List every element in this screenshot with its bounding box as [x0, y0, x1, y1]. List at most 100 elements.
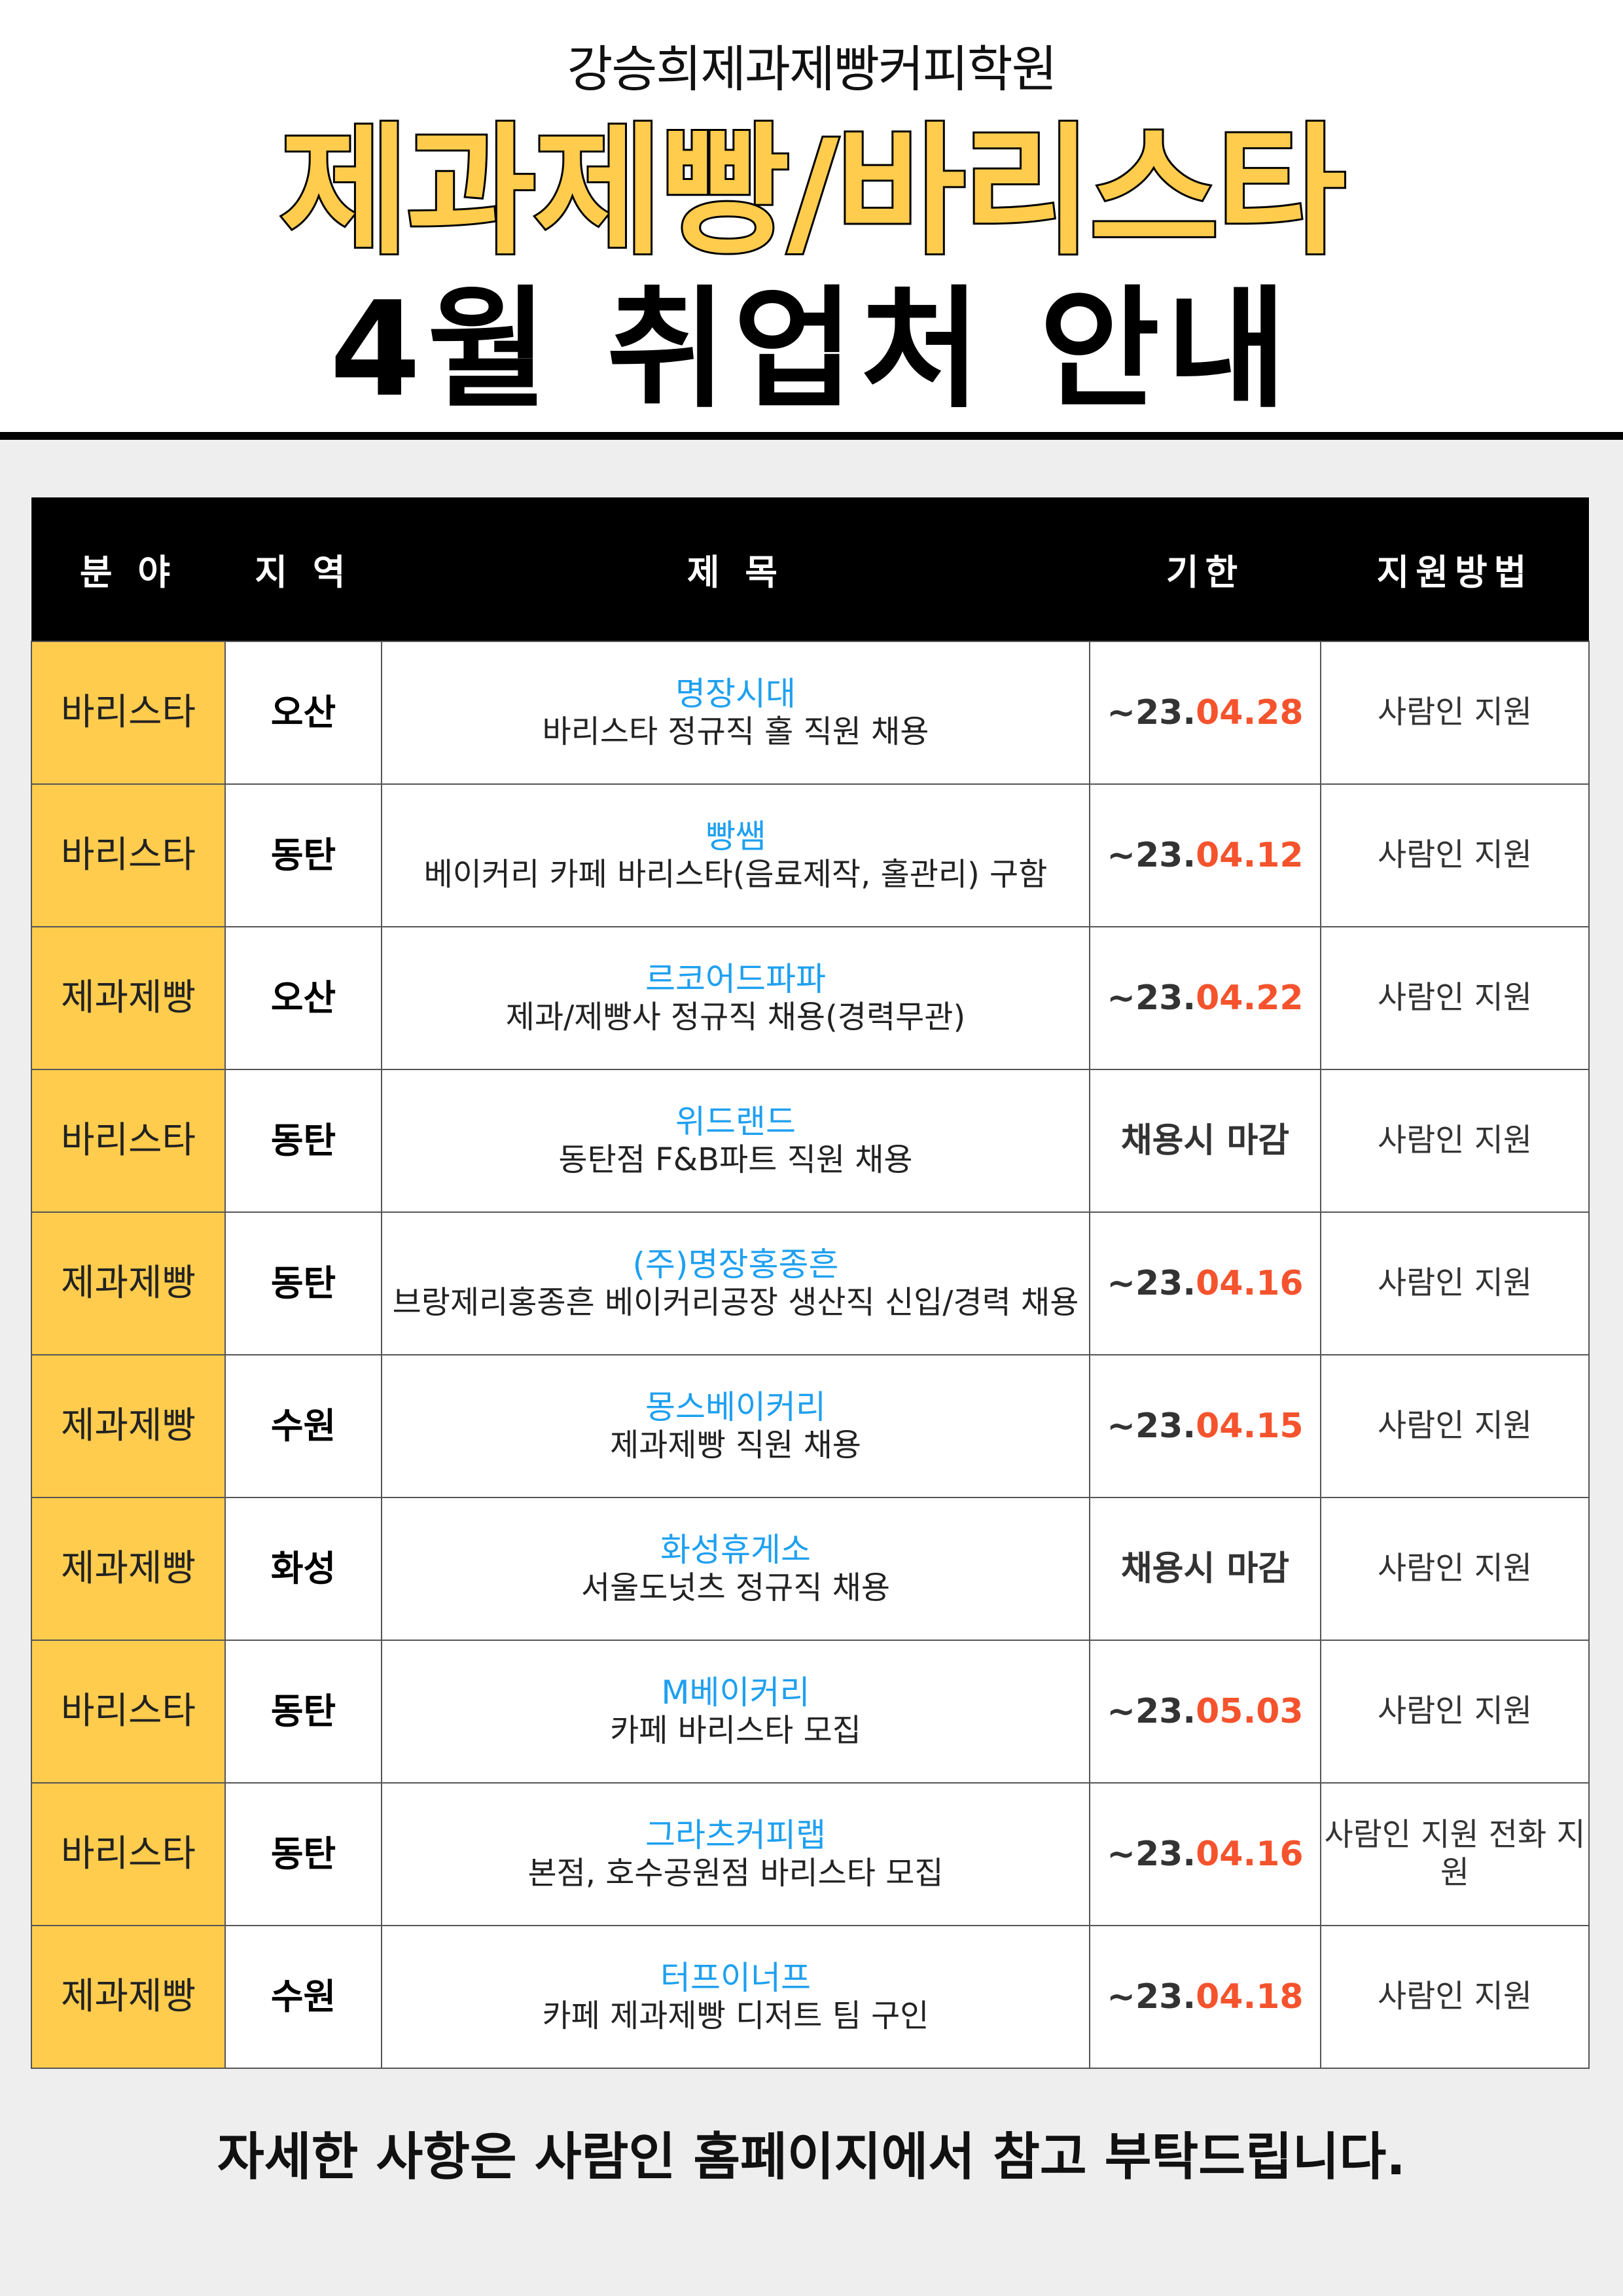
deadline-date: 04.15	[1196, 1406, 1304, 1446]
col-deadline: 기한	[1090, 497, 1321, 641]
region-cell: 동탄	[224, 1640, 382, 1784]
deadline-prefix: 채용시 마감	[1120, 1549, 1290, 1588]
field-cell: 바리스타	[31, 1782, 226, 1926]
title-cell: 그라츠커피랩 본점, 호수공원점 바리스타 모집	[381, 1782, 1090, 1926]
col-field: 분 야	[31, 497, 225, 641]
table-row: 바리스타 오산 명장시대 바리스타 정규직 홀 직원 채용 ~23.04.28 사람인 지…	[31, 641, 1590, 785]
company-name: 위드랜드	[675, 1103, 796, 1141]
job-description: 제과/제빵사 정규직 채용(경력무관)	[505, 999, 966, 1036]
title-cell: 명장시대 바리스타 정규직 홀 직원 채용	[381, 641, 1090, 785]
method-cell: 사람인 지원	[1320, 1497, 1590, 1641]
field-cell: 제과제빵	[31, 1925, 226, 2069]
table-row: 제과제빵 화성 화성휴게소 서울도넛츠 정규직 채용 채용시 마감 사람인 지원	[31, 1497, 1590, 1641]
field-cell: 제과제빵	[31, 1497, 226, 1641]
job-description: 바리스타 정규직 홀 직원 채용	[542, 713, 929, 751]
method-cell: 사람인 지원	[1320, 641, 1590, 785]
title-cell: 위드랜드 동탄점 F&B파트 직원 채용	[381, 1069, 1090, 1213]
region-cell: 동탄	[224, 1069, 382, 1213]
deadline-prefix: ~23.	[1107, 978, 1196, 1018]
region-cell: 동탄	[224, 1211, 382, 1355]
company-name: 빵쌤	[705, 817, 766, 856]
table-row: 바리스타 동탄 빵쌤 베이커리 카페 바리스타(음료제작, 홀관리) 구함 ~23.04…	[31, 783, 1590, 927]
table-header: 분 야 지 역 제 목 기한 지원방법	[31, 497, 1589, 641]
table-row: 제과제빵 동탄 (주)명장홍종흔 브랑제리홍종흔 베이커리공장 생산직 신입/경력 채…	[31, 1211, 1590, 1355]
deadline-date: 04.18	[1196, 1977, 1304, 2017]
deadline-cell: ~23.04.16	[1089, 1782, 1321, 1926]
company-name: 몽스베이커리	[645, 1388, 826, 1427]
title-cell: M베이커리 카페 바리스타 모집	[381, 1640, 1090, 1784]
title-cell: 터프이너프 카페 제과제빵 디저트 팀 구인	[381, 1925, 1090, 2069]
job-table: 분 야 지 역 제 목 기한 지원방법 바리스타 오산 명장시대 바리스타 정규직 홀…	[31, 497, 1590, 2069]
method-cell: 사람인 지원	[1320, 783, 1590, 927]
deadline-prefix: 채용시 마감	[1120, 1121, 1290, 1160]
company-name: 화성휴게소	[660, 1531, 811, 1570]
method-cell: 사람인 지원	[1320, 1640, 1590, 1784]
deadline-prefix: ~23.	[1107, 1834, 1196, 1874]
region-cell: 수원	[224, 1925, 382, 2069]
company-name: 터프이너프	[660, 1959, 811, 1998]
table-row: 제과제빵 수원 터프이너프 카페 제과제빵 디저트 팀 구인 ~23.04.18 사람인 …	[31, 1925, 1590, 2069]
deadline-cell: ~23.04.28	[1089, 641, 1321, 785]
field-cell: 제과제빵	[31, 926, 226, 1070]
deadline-cell: ~23.04.18	[1089, 1925, 1321, 2069]
title-cell: (주)명장홍종흔 브랑제리홍종흔 베이커리공장 생산직 신입/경력 채용	[381, 1211, 1090, 1355]
title-cell: 몽스베이커리 제과제빵 직원 채용	[381, 1354, 1090, 1498]
footer-note: 자세한 사항은 사람인 홈페이지에서 참고 부탁드립니다.	[217, 2128, 1406, 2187]
deadline-date: 04.16	[1196, 1263, 1304, 1303]
field-cell: 바리스타	[31, 1640, 226, 1784]
page-title: 제과제빵/바리스타	[278, 109, 1348, 274]
region-cell: 수원	[224, 1354, 382, 1498]
deadline-cell: 채용시 마감	[1089, 1497, 1321, 1641]
company-name: (주)명장홍종흔	[632, 1246, 839, 1284]
company-name: 명장시대	[675, 675, 796, 713]
deadline-cell: ~23.04.15	[1089, 1354, 1321, 1498]
deadline-prefix: ~23.	[1107, 1977, 1196, 2017]
company-name: 그라츠커피랩	[645, 1816, 826, 1855]
table-row: 제과제빵 수원 몽스베이커리 제과제빵 직원 채용 ~23.04.15 사람인 지원	[31, 1354, 1590, 1498]
deadline-cell: ~23.04.12	[1089, 783, 1321, 927]
method-cell: 사람인 지원	[1320, 1354, 1590, 1498]
deadline-cell: ~23.05.03	[1089, 1640, 1321, 1784]
field-cell: 바리스타	[31, 1069, 226, 1213]
title-cell: 르코어드파파 제과/제빵사 정규직 채용(경력무관)	[381, 926, 1090, 1070]
job-description: 카페 바리스타 모집	[610, 1712, 861, 1749]
deadline-prefix: ~23.	[1107, 1691, 1196, 1731]
region-cell: 오산	[224, 641, 382, 785]
method-cell: 사람인 지원	[1320, 1069, 1590, 1213]
deadline-date: 04.16	[1196, 1834, 1304, 1874]
company-name: 르코어드파파	[645, 960, 826, 999]
title-cell: 빵쌤 베이커리 카페 바리스타(음료제작, 홀관리) 구함	[381, 783, 1090, 927]
method-cell: 사람인 지원	[1320, 1925, 1590, 2069]
page-subtitle: 4월 취업처 안내	[329, 274, 1294, 426]
job-description: 본점, 호수공원점 바리스타 모집	[527, 1855, 944, 1892]
field-cell: 제과제빵	[31, 1354, 226, 1498]
col-method: 지원방법	[1321, 497, 1589, 641]
field-cell: 제과제빵	[31, 1211, 226, 1355]
table-row: 제과제빵 오산 르코어드파파 제과/제빵사 정규직 채용(경력무관) ~23.04.22…	[31, 926, 1590, 1070]
region-cell: 동탄	[224, 1782, 382, 1926]
method-cell: 사람인 지원	[1320, 1211, 1590, 1355]
job-description: 동탄점 F&B파트 직원 채용	[558, 1141, 913, 1179]
region-cell: 화성	[224, 1497, 382, 1641]
method-cell: 사람인 지원 전화 지원	[1320, 1782, 1590, 1926]
academy-name: 강승희제과제빵커피학원	[567, 40, 1057, 98]
deadline-prefix: ~23.	[1107, 692, 1196, 732]
region-cell: 동탄	[224, 783, 382, 927]
col-title: 제 목	[382, 497, 1090, 641]
deadline-cell: 채용시 마감	[1089, 1069, 1321, 1213]
table-row: 바리스타 동탄 M베이커리 카페 바리스타 모집 ~23.05.03 사람인 지원	[31, 1640, 1590, 1784]
col-region: 지 역	[225, 497, 382, 641]
divider	[0, 432, 1623, 440]
job-description: 제과제빵 직원 채용	[610, 1427, 861, 1464]
title-cell: 화성휴게소 서울도넛츠 정규직 채용	[381, 1497, 1090, 1641]
deadline-cell: ~23.04.16	[1089, 1211, 1321, 1355]
region-cell: 오산	[224, 926, 382, 1070]
field-cell: 바리스타	[31, 783, 226, 927]
deadline-date: 04.22	[1196, 978, 1304, 1018]
deadline-date: 04.12	[1196, 835, 1304, 875]
company-name: M베이커리	[661, 1674, 810, 1712]
deadline-prefix: ~23.	[1107, 835, 1196, 875]
job-description: 카페 제과제빵 디저트 팀 구인	[542, 1998, 929, 2035]
field-cell: 바리스타	[31, 641, 226, 785]
deadline-cell: ~23.04.22	[1089, 926, 1321, 1070]
